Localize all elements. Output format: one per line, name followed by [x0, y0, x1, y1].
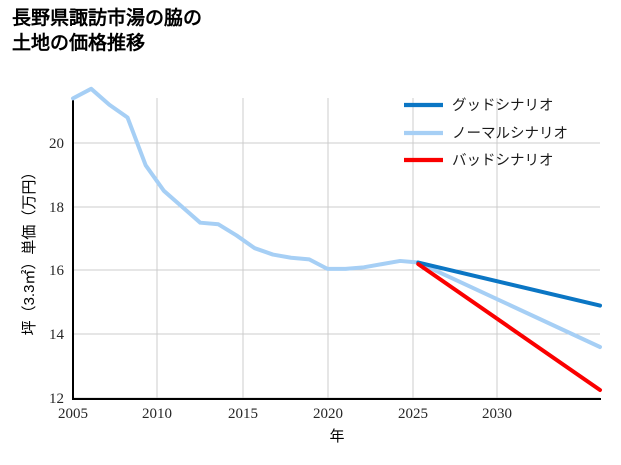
x-tick-label-2025: 2025: [398, 406, 428, 422]
y-tick-label-18: 18: [49, 200, 64, 216]
y-tick-label-16: 16: [49, 263, 65, 279]
legend: グッドシナリオ ノーマルシナリオ バッドシナリオ: [404, 97, 568, 169]
x-axis-title: 年: [329, 428, 344, 445]
x-tick-label-2015: 2015: [228, 406, 258, 422]
legend-label-normal: ノーマルシナリオ: [452, 126, 568, 142]
series-line-good: [416, 260, 602, 308]
y-tick-labels-group: 20 18 16 14 12: [49, 136, 65, 407]
x-tick-label-2030: 2030: [482, 406, 512, 422]
axis-spines-group: [71, 97, 601, 401]
x-tick-labels-group: 2005 2010 2015 2020 2025 2030: [58, 406, 512, 422]
y-tick-label-14: 14: [49, 327, 65, 343]
series-line-normal: [71, 86, 602, 349]
x-tick-label-2020: 2020: [313, 406, 343, 422]
y-axis-title: 坪（3.3㎡）単価（万円）: [21, 165, 38, 336]
legend-label-bad: バッドシナリオ: [452, 153, 554, 169]
gridlines-group: [72, 98, 600, 399]
y-tick-label-20: 20: [49, 136, 64, 152]
chart-title: 長野県諏訪市湯の脇の 土地の価格推移: [12, 8, 203, 55]
x-tick-label-2005: 2005: [58, 406, 88, 422]
y-tick-label-12: 12: [49, 391, 64, 407]
x-tick-label-2010: 2010: [142, 406, 172, 422]
legend-label-good: グッドシナリオ: [452, 97, 554, 114]
data-series-group: [71, 86, 602, 393]
series-line-bad: [416, 262, 602, 393]
